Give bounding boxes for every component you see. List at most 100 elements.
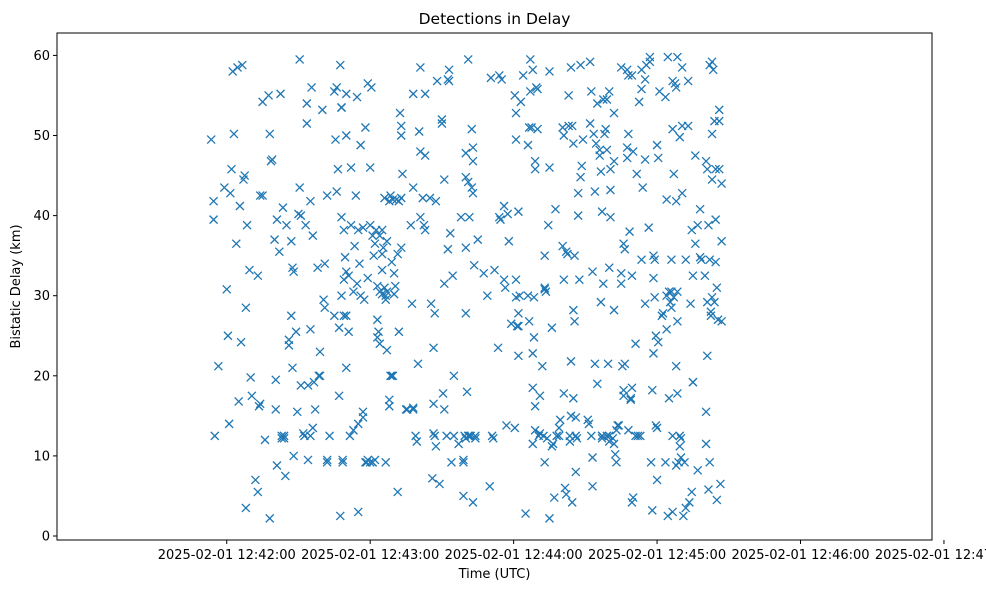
data-point bbox=[663, 52, 673, 62]
marker-stroke bbox=[419, 220, 429, 230]
data-point bbox=[664, 393, 674, 403]
data-point bbox=[350, 241, 360, 251]
data-point bbox=[307, 83, 317, 92]
data-point bbox=[302, 99, 312, 108]
data-point bbox=[377, 265, 387, 275]
marker-stroke bbox=[231, 239, 241, 249]
marker-stroke bbox=[206, 135, 216, 144]
marker-stroke bbox=[675, 132, 685, 142]
marker-stroke bbox=[332, 83, 342, 92]
marker-stroke bbox=[308, 231, 318, 241]
data-point bbox=[250, 475, 260, 485]
marker-stroke bbox=[571, 412, 581, 422]
marker-stroke bbox=[254, 401, 264, 411]
data-point bbox=[707, 175, 717, 185]
data-point bbox=[626, 395, 636, 405]
marker-stroke bbox=[444, 65, 454, 75]
data-point bbox=[506, 319, 516, 329]
data-point bbox=[429, 429, 438, 438]
data-point bbox=[669, 292, 679, 302]
marker-stroke bbox=[462, 387, 472, 397]
marker-stroke bbox=[640, 299, 650, 309]
marker-stroke bbox=[664, 393, 674, 403]
marker-stroke bbox=[660, 457, 670, 467]
marker-stroke bbox=[394, 327, 404, 337]
marker-stroke bbox=[515, 291, 525, 301]
marker-stroke bbox=[384, 401, 394, 411]
marker-stroke bbox=[353, 419, 363, 429]
marker-stroke bbox=[288, 263, 297, 273]
data-point bbox=[390, 281, 400, 291]
marker-stroke bbox=[626, 393, 636, 403]
data-point bbox=[295, 183, 305, 193]
marker-stroke bbox=[244, 265, 254, 275]
data-point bbox=[588, 481, 597, 491]
marker-stroke bbox=[623, 425, 633, 435]
marker-stroke bbox=[308, 423, 318, 433]
marker-stroke bbox=[334, 323, 344, 333]
data-point bbox=[418, 193, 428, 203]
data-point bbox=[351, 191, 361, 201]
data-point bbox=[227, 164, 236, 174]
marker-stroke bbox=[528, 439, 538, 449]
marker-stroke bbox=[482, 291, 492, 301]
x-tick-label: 2025-02-01 12:44:00 bbox=[445, 548, 583, 563]
data-point bbox=[437, 115, 447, 124]
data-point bbox=[637, 255, 646, 265]
marker-stroke bbox=[264, 91, 274, 100]
marker-stroke bbox=[313, 263, 323, 273]
marker-stroke bbox=[711, 257, 721, 267]
data-point bbox=[286, 236, 296, 246]
marker-stroke bbox=[395, 108, 405, 118]
data-point bbox=[671, 196, 681, 206]
marker-stroke bbox=[511, 135, 521, 144]
marker-stroke bbox=[690, 239, 700, 249]
data-point bbox=[646, 457, 656, 467]
marker-stroke bbox=[568, 139, 578, 148]
marker-stroke bbox=[499, 275, 509, 285]
data-point bbox=[715, 479, 725, 489]
marker-stroke bbox=[302, 99, 312, 108]
marker-stroke bbox=[382, 345, 392, 355]
marker-stroke bbox=[638, 183, 648, 193]
marker-stroke bbox=[487, 431, 497, 441]
data-point bbox=[295, 54, 305, 64]
data-point bbox=[677, 62, 687, 72]
marker-stroke bbox=[540, 284, 550, 294]
data-point bbox=[493, 343, 503, 353]
data-point bbox=[448, 271, 458, 281]
marker-stroke bbox=[622, 143, 632, 152]
data-point bbox=[564, 121, 574, 131]
marker-stroke bbox=[377, 249, 387, 259]
marker-stroke bbox=[592, 379, 602, 389]
marker-stroke bbox=[463, 177, 473, 187]
data-point bbox=[681, 255, 691, 265]
data-point bbox=[597, 207, 607, 217]
marker-stroke bbox=[596, 297, 606, 307]
marker-stroke bbox=[530, 401, 540, 411]
data-point bbox=[628, 147, 638, 156]
data-point bbox=[296, 380, 306, 390]
marker-stroke bbox=[390, 281, 400, 291]
data-point bbox=[408, 404, 418, 414]
marker-stroke bbox=[461, 148, 471, 158]
marker-stroke bbox=[571, 431, 581, 441]
data-point bbox=[494, 212, 504, 222]
data-point bbox=[314, 371, 324, 381]
data-point bbox=[533, 124, 542, 134]
marker-stroke bbox=[528, 65, 538, 75]
data-point bbox=[687, 225, 697, 235]
data-point bbox=[705, 457, 715, 467]
marker-stroke bbox=[714, 105, 724, 115]
marker-stroke bbox=[414, 127, 424, 136]
data-point bbox=[468, 188, 478, 198]
data-point bbox=[660, 92, 670, 102]
marker-stroke bbox=[524, 123, 534, 132]
marker-stroke bbox=[675, 441, 685, 451]
data-point bbox=[530, 156, 540, 166]
marker-stroke bbox=[602, 145, 612, 155]
marker-stroke bbox=[668, 124, 678, 134]
data-point bbox=[420, 225, 430, 235]
marker-stroke bbox=[413, 359, 423, 369]
marker-stroke bbox=[246, 372, 256, 382]
